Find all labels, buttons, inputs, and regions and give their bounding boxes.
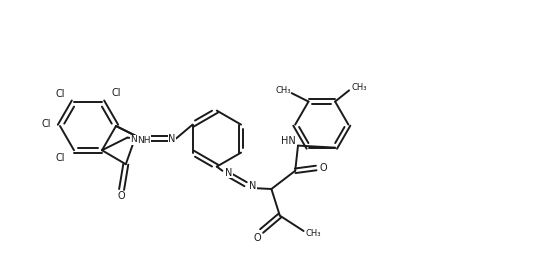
Text: NH: NH xyxy=(137,136,151,145)
Text: CH₃: CH₃ xyxy=(276,86,291,95)
Text: Cl: Cl xyxy=(41,119,51,129)
Text: Cl: Cl xyxy=(55,153,64,163)
Text: CH₃: CH₃ xyxy=(351,83,367,92)
Text: O: O xyxy=(254,233,261,243)
Text: O: O xyxy=(319,163,327,173)
Text: HN: HN xyxy=(281,136,295,146)
Text: CH₃: CH₃ xyxy=(306,230,321,239)
Text: O: O xyxy=(118,192,126,202)
Text: NH: NH xyxy=(131,135,144,144)
Text: Cl: Cl xyxy=(111,88,121,98)
Text: N: N xyxy=(168,134,176,144)
Text: N: N xyxy=(225,168,232,178)
Text: N: N xyxy=(249,181,256,191)
Text: Cl: Cl xyxy=(55,89,64,99)
